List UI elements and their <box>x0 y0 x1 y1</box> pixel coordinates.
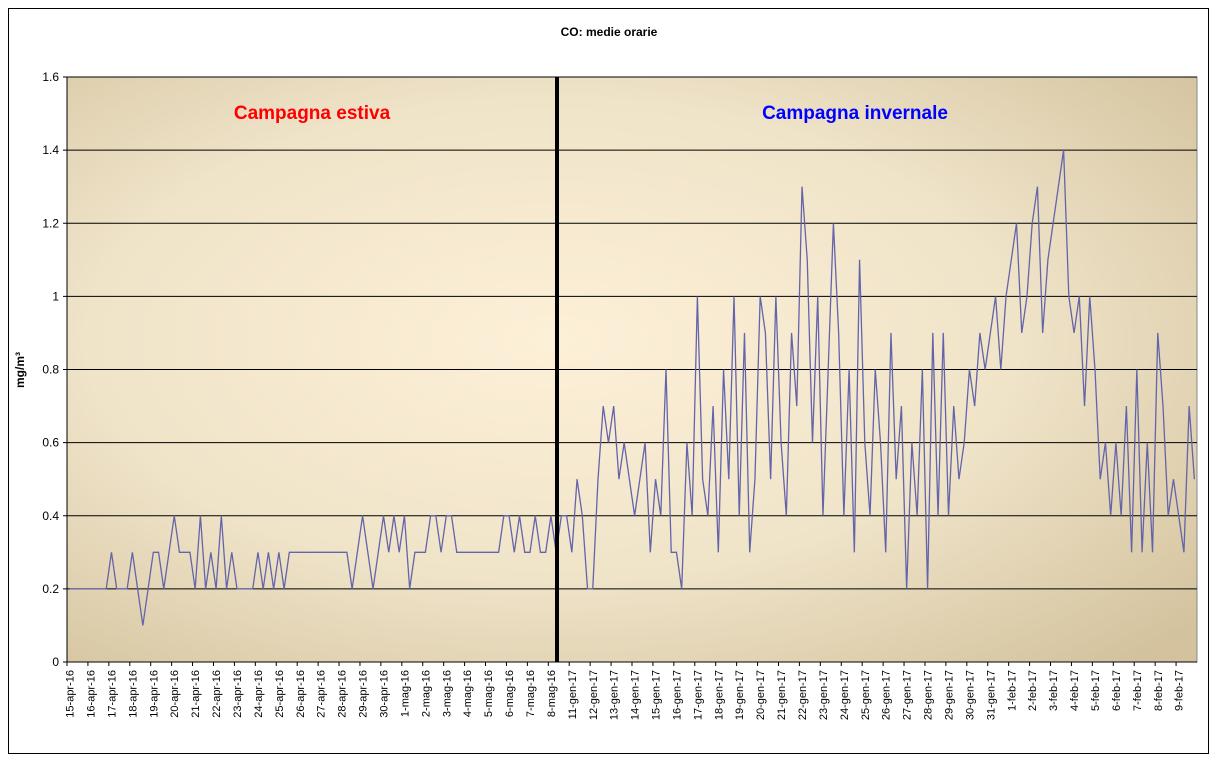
x-tick-label: 6-mag-16 <box>504 670 516 717</box>
x-tick-label: 17-gen-17 <box>692 670 704 720</box>
y-tick-label: 1.4 <box>42 143 59 157</box>
x-tick-label: 3-mag-16 <box>441 670 453 717</box>
x-tick-label: 30-gen-17 <box>964 670 976 720</box>
x-tick-label: 2-feb-17 <box>1027 670 1039 711</box>
y-tick-label: 0.6 <box>42 436 59 450</box>
x-tick-label: 19-apr-16 <box>148 670 160 718</box>
x-tick-label: 20-gen-17 <box>755 670 767 720</box>
x-tick-label: 28-gen-17 <box>923 670 935 720</box>
x-tick-label: 30-apr-16 <box>379 670 391 718</box>
x-tick-label: 1-mag-16 <box>399 670 411 717</box>
x-tick-label: 26-gen-17 <box>881 670 893 720</box>
x-tick-label: 20-apr-16 <box>169 670 181 718</box>
y-tick-label: 1.2 <box>42 216 59 230</box>
x-tick-label: 12-gen-17 <box>588 670 600 720</box>
x-tick-label: 14-gen-17 <box>630 670 642 720</box>
x-tick-label: 8-feb-17 <box>1153 670 1165 711</box>
x-tick-label: 9-feb-17 <box>1174 670 1186 711</box>
data-line <box>69 150 1196 626</box>
x-tick-label: 5-feb-17 <box>1090 670 1102 711</box>
x-tick-label: 23-gen-17 <box>818 670 830 720</box>
x-tick-label: 8-mag-16 <box>546 670 558 717</box>
x-tick-label: 3-feb-17 <box>1048 670 1060 711</box>
x-tick-label: 21-apr-16 <box>190 670 202 718</box>
x-tick-label: 15-gen-17 <box>651 670 663 720</box>
y-tick-label: 0 <box>52 655 59 669</box>
y-tick-label: 1.6 <box>42 70 59 84</box>
x-tick-label: 4-mag-16 <box>462 670 474 717</box>
x-tick-label: 31-gen-17 <box>985 670 997 720</box>
y-tick-label: 1 <box>52 289 59 303</box>
x-tick-label: 29-apr-16 <box>358 670 370 718</box>
x-tick-label: 24-apr-16 <box>253 670 265 718</box>
x-tick-label: 4-feb-17 <box>1069 670 1081 711</box>
x-tick-label: 2-mag-16 <box>420 670 432 717</box>
annotation: Campagna estiva <box>234 103 391 124</box>
x-tick-label: 19-gen-17 <box>734 670 746 720</box>
x-tick-label: 28-apr-16 <box>337 670 349 718</box>
x-tick-label: 29-gen-17 <box>944 670 956 720</box>
x-tick-label: 16-gen-17 <box>671 670 683 720</box>
x-tick-label: 16-apr-16 <box>86 670 98 718</box>
x-tick-label: 21-gen-17 <box>776 670 788 720</box>
y-tick-label: 0.4 <box>42 509 59 523</box>
x-tick-label: 27-apr-16 <box>316 670 328 718</box>
x-tick-label: 13-gen-17 <box>609 670 621 720</box>
x-tick-label: 15-apr-16 <box>65 670 77 718</box>
x-tick-label: 18-gen-17 <box>713 670 725 720</box>
x-tick-label: 6-feb-17 <box>1111 670 1123 711</box>
x-tick-label: 7-feb-17 <box>1132 670 1144 711</box>
x-tick-label: 18-apr-16 <box>127 670 139 718</box>
x-tick-label: 22-apr-16 <box>211 670 223 718</box>
x-tick-label: 7-mag-16 <box>525 670 537 717</box>
y-axis-label: mg/m³ <box>13 352 27 388</box>
x-tick-label: 27-gen-17 <box>902 670 914 720</box>
x-tick-label: 24-gen-17 <box>839 670 851 720</box>
x-tick-label: 25-apr-16 <box>274 670 286 718</box>
x-tick-label: 1-feb-17 <box>1006 670 1018 711</box>
x-tick-label: 25-gen-17 <box>860 670 872 720</box>
x-tick-label: 5-mag-16 <box>483 670 495 717</box>
x-tick-label: 23-apr-16 <box>232 670 244 718</box>
y-tick-label: 0.8 <box>42 363 59 377</box>
x-tick-label: 17-apr-16 <box>106 670 118 718</box>
chart-title: CO: medie orarie <box>561 25 658 39</box>
y-tick-label: 0.2 <box>42 582 59 596</box>
x-tick-label: 26-apr-16 <box>295 670 307 718</box>
x-tick-label: 22-gen-17 <box>797 670 809 720</box>
annotation: Campagna invernale <box>762 103 948 124</box>
x-tick-label: 11-gen-17 <box>567 670 579 719</box>
